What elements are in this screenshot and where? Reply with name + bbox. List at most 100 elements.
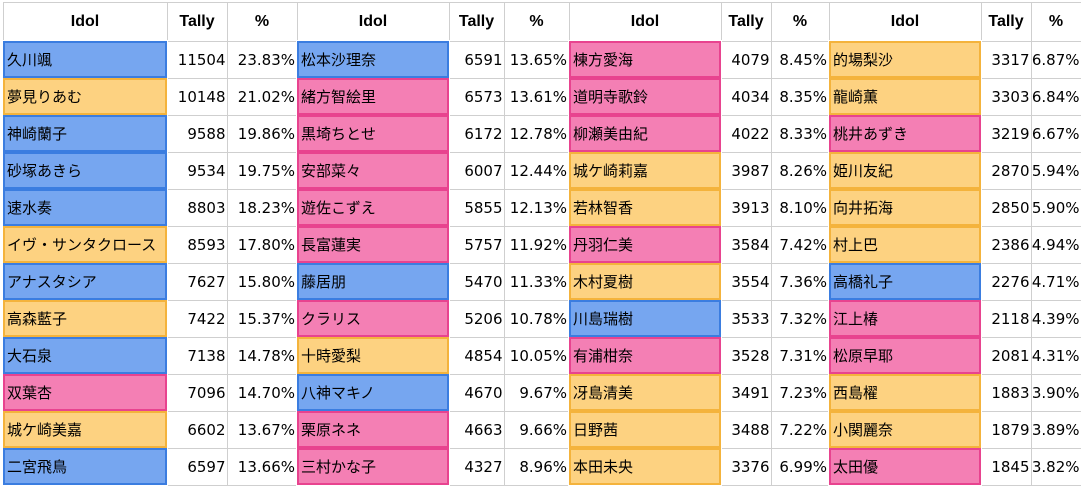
header-percent[interactable]: %: [226, 2, 298, 42]
idol-name-cell[interactable]: 柳瀬美由紀: [568, 114, 722, 153]
idol-name-cell[interactable]: 藤居朋: [296, 262, 450, 301]
percent-cell[interactable]: 7.32%: [770, 299, 830, 338]
tally-cell[interactable]: 5757: [448, 225, 505, 264]
tally-cell[interactable]: 7138: [166, 336, 228, 375]
percent-cell[interactable]: 7.22%: [770, 410, 830, 449]
tally-cell[interactable]: 4034: [720, 77, 772, 116]
percent-cell[interactable]: 6.99%: [770, 447, 830, 486]
idol-name-cell[interactable]: 二宮飛鳥: [2, 447, 168, 486]
tally-cell[interactable]: 3317: [980, 40, 1032, 79]
percent-cell[interactable]: 14.78%: [226, 336, 298, 375]
header-tally[interactable]: Tally: [166, 2, 228, 42]
tally-cell[interactable]: 4663: [448, 410, 505, 449]
percent-cell[interactable]: 3.90%: [1030, 373, 1081, 412]
idol-name-cell[interactable]: 安部菜々: [296, 151, 450, 190]
tally-cell[interactable]: 3376: [720, 447, 772, 486]
idol-name-cell[interactable]: 城ケ崎美嘉: [2, 410, 168, 449]
header-idol[interactable]: Idol: [568, 2, 722, 42]
percent-cell[interactable]: 19.86%: [226, 114, 298, 153]
tally-cell[interactable]: 2081: [980, 336, 1032, 375]
tally-cell[interactable]: 2276: [980, 262, 1032, 301]
idol-name-cell[interactable]: 八神マキノ: [296, 373, 450, 412]
tally-cell[interactable]: 7422: [166, 299, 228, 338]
percent-cell[interactable]: 18.23%: [226, 188, 298, 227]
idol-name-cell[interactable]: 冴島清美: [568, 373, 722, 412]
percent-cell[interactable]: 8.26%: [770, 151, 830, 190]
percent-cell[interactable]: 5.94%: [1030, 151, 1081, 190]
tally-cell[interactable]: 8803: [166, 188, 228, 227]
idol-name-cell[interactable]: 松本沙理奈: [296, 40, 450, 79]
tally-cell[interactable]: 3533: [720, 299, 772, 338]
header-percent[interactable]: %: [1030, 2, 1081, 42]
idol-name-cell[interactable]: イヴ・サンタクロース: [2, 225, 168, 264]
tally-cell[interactable]: 5470: [448, 262, 505, 301]
tally-cell[interactable]: 6602: [166, 410, 228, 449]
percent-cell[interactable]: 12.78%: [503, 114, 570, 153]
idol-name-cell[interactable]: 桃井あずき: [828, 114, 982, 153]
idol-name-cell[interactable]: 砂塚あきら: [2, 151, 168, 190]
idol-name-cell[interactable]: 遊佐こずえ: [296, 188, 450, 227]
tally-cell[interactable]: 1845: [980, 447, 1032, 486]
header-tally[interactable]: Tally: [980, 2, 1032, 42]
percent-cell[interactable]: 7.42%: [770, 225, 830, 264]
idol-name-cell[interactable]: 道明寺歌鈴: [568, 77, 722, 116]
percent-cell[interactable]: 3.89%: [1030, 410, 1081, 449]
tally-cell[interactable]: 3491: [720, 373, 772, 412]
header-tally[interactable]: Tally: [720, 2, 772, 42]
idol-name-cell[interactable]: 若林智香: [568, 188, 722, 227]
percent-cell[interactable]: 11.92%: [503, 225, 570, 264]
idol-name-cell[interactable]: 高森藍子: [2, 299, 168, 338]
tally-cell[interactable]: 8593: [166, 225, 228, 264]
idol-name-cell[interactable]: 日野茜: [568, 410, 722, 449]
tally-cell[interactable]: 6591: [448, 40, 505, 79]
percent-cell[interactable]: 17.80%: [226, 225, 298, 264]
idol-name-cell[interactable]: 本田未央: [568, 447, 722, 486]
idol-name-cell[interactable]: 西島櫂: [828, 373, 982, 412]
idol-name-cell[interactable]: 村上巴: [828, 225, 982, 264]
tally-cell[interactable]: 4079: [720, 40, 772, 79]
idol-name-cell[interactable]: 江上椿: [828, 299, 982, 338]
idol-name-cell[interactable]: 有浦柑奈: [568, 336, 722, 375]
percent-cell[interactable]: 10.78%: [503, 299, 570, 338]
tally-cell[interactable]: 2870: [980, 151, 1032, 190]
percent-cell[interactable]: 8.45%: [770, 40, 830, 79]
tally-cell[interactable]: 6573: [448, 77, 505, 116]
idol-name-cell[interactable]: 姫川友紀: [828, 151, 982, 190]
idol-name-cell[interactable]: 太田優: [828, 447, 982, 486]
idol-name-cell[interactable]: 十時愛梨: [296, 336, 450, 375]
idol-name-cell[interactable]: 夢見りあむ: [2, 77, 168, 116]
idol-name-cell[interactable]: 松原早耶: [828, 336, 982, 375]
tally-cell[interactable]: 4327: [448, 447, 505, 486]
idol-name-cell[interactable]: 龍崎薫: [828, 77, 982, 116]
idol-name-cell[interactable]: 小関麗奈: [828, 410, 982, 449]
percent-cell[interactable]: 6.87%: [1030, 40, 1081, 79]
idol-name-cell[interactable]: 神崎蘭子: [2, 114, 168, 153]
tally-cell[interactable]: 9534: [166, 151, 228, 190]
percent-cell[interactable]: 21.02%: [226, 77, 298, 116]
idol-name-cell[interactable]: 高橋礼子: [828, 262, 982, 301]
idol-name-cell[interactable]: 丹羽仁美: [568, 225, 722, 264]
header-idol[interactable]: Idol: [828, 2, 982, 42]
percent-cell[interactable]: 7.31%: [770, 336, 830, 375]
tally-cell[interactable]: 3554: [720, 262, 772, 301]
percent-cell[interactable]: 12.13%: [503, 188, 570, 227]
percent-cell[interactable]: 19.75%: [226, 151, 298, 190]
percent-cell[interactable]: 9.67%: [503, 373, 570, 412]
idol-name-cell[interactable]: 長富蓮実: [296, 225, 450, 264]
idol-name-cell[interactable]: 的場梨沙: [828, 40, 982, 79]
tally-cell[interactable]: 1879: [980, 410, 1032, 449]
percent-cell[interactable]: 11.33%: [503, 262, 570, 301]
tally-cell[interactable]: 7096: [166, 373, 228, 412]
idol-name-cell[interactable]: 川島瑞樹: [568, 299, 722, 338]
percent-cell[interactable]: 4.71%: [1030, 262, 1081, 301]
tally-cell[interactable]: 5855: [448, 188, 505, 227]
idol-name-cell[interactable]: 大石泉: [2, 336, 168, 375]
tally-cell[interactable]: 7627: [166, 262, 228, 301]
percent-cell[interactable]: 3.82%: [1030, 447, 1081, 486]
percent-cell[interactable]: 10.05%: [503, 336, 570, 375]
header-percent[interactable]: %: [503, 2, 570, 42]
tally-cell[interactable]: 10148: [166, 77, 228, 116]
tally-cell[interactable]: 5206: [448, 299, 505, 338]
tally-cell[interactable]: 9588: [166, 114, 228, 153]
idol-name-cell[interactable]: 城ケ崎莉嘉: [568, 151, 722, 190]
